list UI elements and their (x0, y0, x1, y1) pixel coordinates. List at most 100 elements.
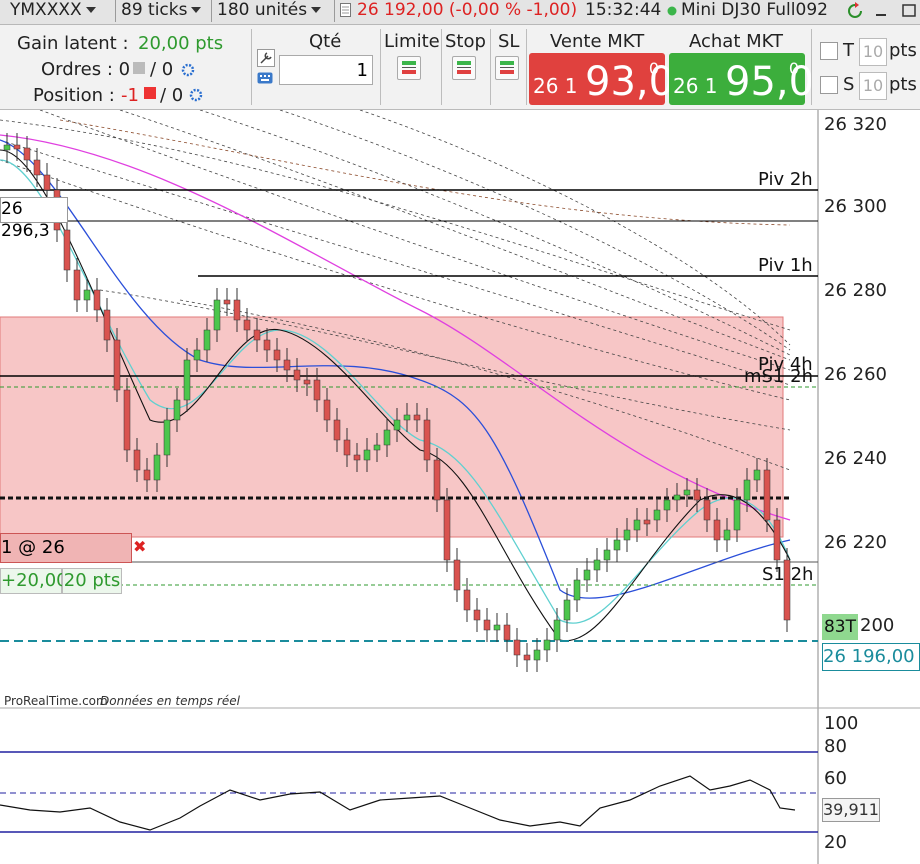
buy-market-button[interactable]: 26 1 95,0 0 (669, 53, 814, 105)
pivot-2h-label: Piv 2h (758, 169, 813, 190)
symbol-dropdown[interactable]: YMXXXX (10, 0, 96, 24)
divider (211, 0, 212, 22)
chevron-down-icon (311, 7, 322, 13)
candle-body (413, 414, 421, 421)
divider (380, 29, 381, 105)
limit-header: Limite (384, 31, 440, 52)
ma-magenta (0, 134, 791, 521)
sell-price-sup: 0 (648, 59, 659, 78)
candle-body (573, 579, 581, 601)
cancel-order-icon[interactable]: ✖ (133, 537, 147, 556)
price-chart[interactable] (0, 110, 920, 864)
candle-body (163, 419, 171, 456)
stop-loss-order-button[interactable] (495, 56, 519, 80)
candle-body (603, 549, 611, 561)
ma-blue (0, 139, 791, 599)
candle-body (23, 147, 31, 161)
take-profit-checkbox[interactable] (820, 42, 838, 60)
candle-body (353, 454, 361, 461)
candle-body (33, 159, 41, 176)
candle-body (453, 559, 461, 591)
candle-body (303, 379, 311, 385)
footer-live: Données en temps réel (100, 694, 240, 708)
stop-loss-checkbox[interactable] (820, 76, 838, 94)
order-label[interactable]: 1 @ 26 215,00 (0, 533, 132, 586)
candle-body (83, 289, 91, 301)
gain-label: Gain latent : (17, 33, 129, 54)
candle-body (523, 654, 531, 661)
candle-body (503, 624, 511, 641)
candle-body (153, 454, 161, 481)
y-tick-26280: 26 280 (824, 280, 887, 301)
sell-market-button[interactable]: 26 1 93,0 0 (529, 53, 674, 105)
y-tick-26320: 26 320 (824, 114, 887, 135)
candle-body (363, 449, 371, 461)
candle-body (563, 599, 571, 621)
stop-loss-input[interactable]: 10 (859, 72, 887, 100)
s1-2h-label: S1 2h (762, 564, 814, 585)
candle-body (73, 269, 81, 301)
symbol-label: YMXXXX (10, 0, 82, 20)
candle-body (633, 519, 641, 531)
orders-sep: / 0 (150, 59, 174, 80)
candle-body (383, 429, 391, 446)
top-toolbar: YMXXXX 89 ticks 180 unités 26 192,00 (-0… (0, 0, 920, 25)
stop-order-button[interactable] (452, 56, 476, 80)
candle-body (193, 349, 201, 361)
footer-source: ProRealTime.com (4, 694, 108, 708)
osc-tick-20: 20 (824, 832, 847, 853)
candle-body (733, 499, 741, 531)
candle-body (243, 319, 251, 331)
candle-body (593, 559, 601, 571)
close-icon[interactable] (133, 62, 145, 74)
minimize-icon[interactable] (866, 0, 896, 22)
divider (115, 0, 116, 22)
refresh-icon[interactable] (840, 0, 870, 22)
last-price-badge: 26 196,00 (822, 643, 920, 671)
candle-body (373, 444, 381, 451)
units-label: 180 unités (217, 0, 308, 20)
candle-body (3, 144, 11, 151)
wrench-icon[interactable] (257, 49, 275, 67)
divider (811, 29, 812, 105)
sl-header: SL (498, 31, 520, 52)
quantity-input[interactable]: 1 (279, 55, 373, 85)
candle-body (493, 624, 501, 631)
oscillator-line (0, 775, 796, 831)
candle-body (213, 299, 221, 331)
pivot-1h-label: Piv 1h (758, 255, 813, 276)
position-label: Position : (33, 85, 115, 106)
take-profit-input[interactable]: 10 (859, 38, 887, 66)
ticks-dropdown[interactable]: 89 ticks (121, 0, 202, 24)
close-position-icon[interactable] (144, 87, 156, 99)
keyboard-icon[interactable] (257, 70, 273, 84)
take-profit-unit: pts (889, 40, 917, 61)
quote-time: 15:32:44 (585, 0, 662, 20)
osc-tick-80: 80 (824, 736, 847, 757)
y-tick-26240: 26 240 (824, 448, 887, 469)
candle-body (263, 339, 271, 351)
candle-body (113, 339, 121, 391)
ticks-label: 89 ticks (121, 0, 188, 20)
ms1-2h-label: mS1 2h (744, 366, 813, 387)
candle-body (513, 639, 521, 656)
quote-change: 26 192,00 (-0,00 % -1,00) (357, 0, 578, 20)
oscillator-value: 39,911 (822, 798, 880, 822)
candle-body (93, 289, 101, 311)
candle-body (583, 569, 591, 581)
stop-header: Stop (445, 31, 486, 52)
divider (251, 29, 252, 105)
gear-icon[interactable] (181, 62, 195, 81)
candle-body (473, 609, 481, 621)
units-dropdown[interactable]: 180 unités (217, 0, 322, 24)
candle-body (143, 469, 151, 481)
y-tick-26260: 26 260 (824, 364, 887, 385)
candle-body (443, 499, 451, 561)
maximize-icon[interactable] (894, 0, 920, 22)
pnl-points: 20 pts (62, 568, 122, 594)
gear-icon[interactable] (189, 87, 203, 106)
divider (490, 29, 491, 105)
limit-order-button[interactable] (397, 56, 421, 80)
candle-body (753, 469, 761, 481)
candle-body (43, 174, 51, 191)
